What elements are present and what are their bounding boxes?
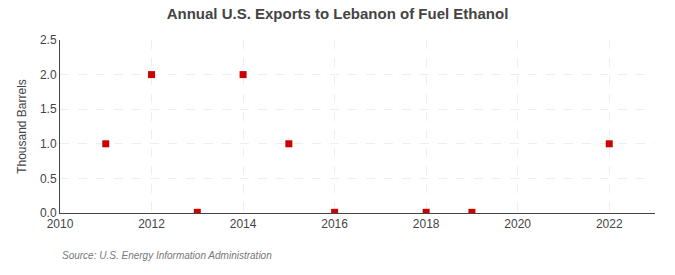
svg-text:0.5: 0.5 [40,172,57,186]
svg-text:2018: 2018 [413,217,440,231]
svg-text:Annual U.S. Exports to Lebanon: Annual U.S. Exports to Lebanon of Fuel E… [167,5,509,22]
svg-text:2016: 2016 [321,217,348,231]
svg-text:0.0: 0.0 [40,206,57,220]
svg-text:1.0: 1.0 [40,137,57,151]
svg-text:Thousand Barrels: Thousand Barrels [15,79,29,174]
svg-text:2012: 2012 [138,217,165,231]
svg-text:1.5: 1.5 [40,102,57,116]
svg-text:2010: 2010 [47,217,74,231]
svg-text:Source: U.S. Energy Informatio: Source: U.S. Energy Information Administ… [62,250,272,261]
svg-text:2.0: 2.0 [40,68,57,82]
svg-text:2014: 2014 [230,217,257,231]
svg-text:2020: 2020 [504,217,531,231]
svg-text:2.5: 2.5 [40,33,57,47]
svg-text:2022: 2022 [596,217,623,231]
